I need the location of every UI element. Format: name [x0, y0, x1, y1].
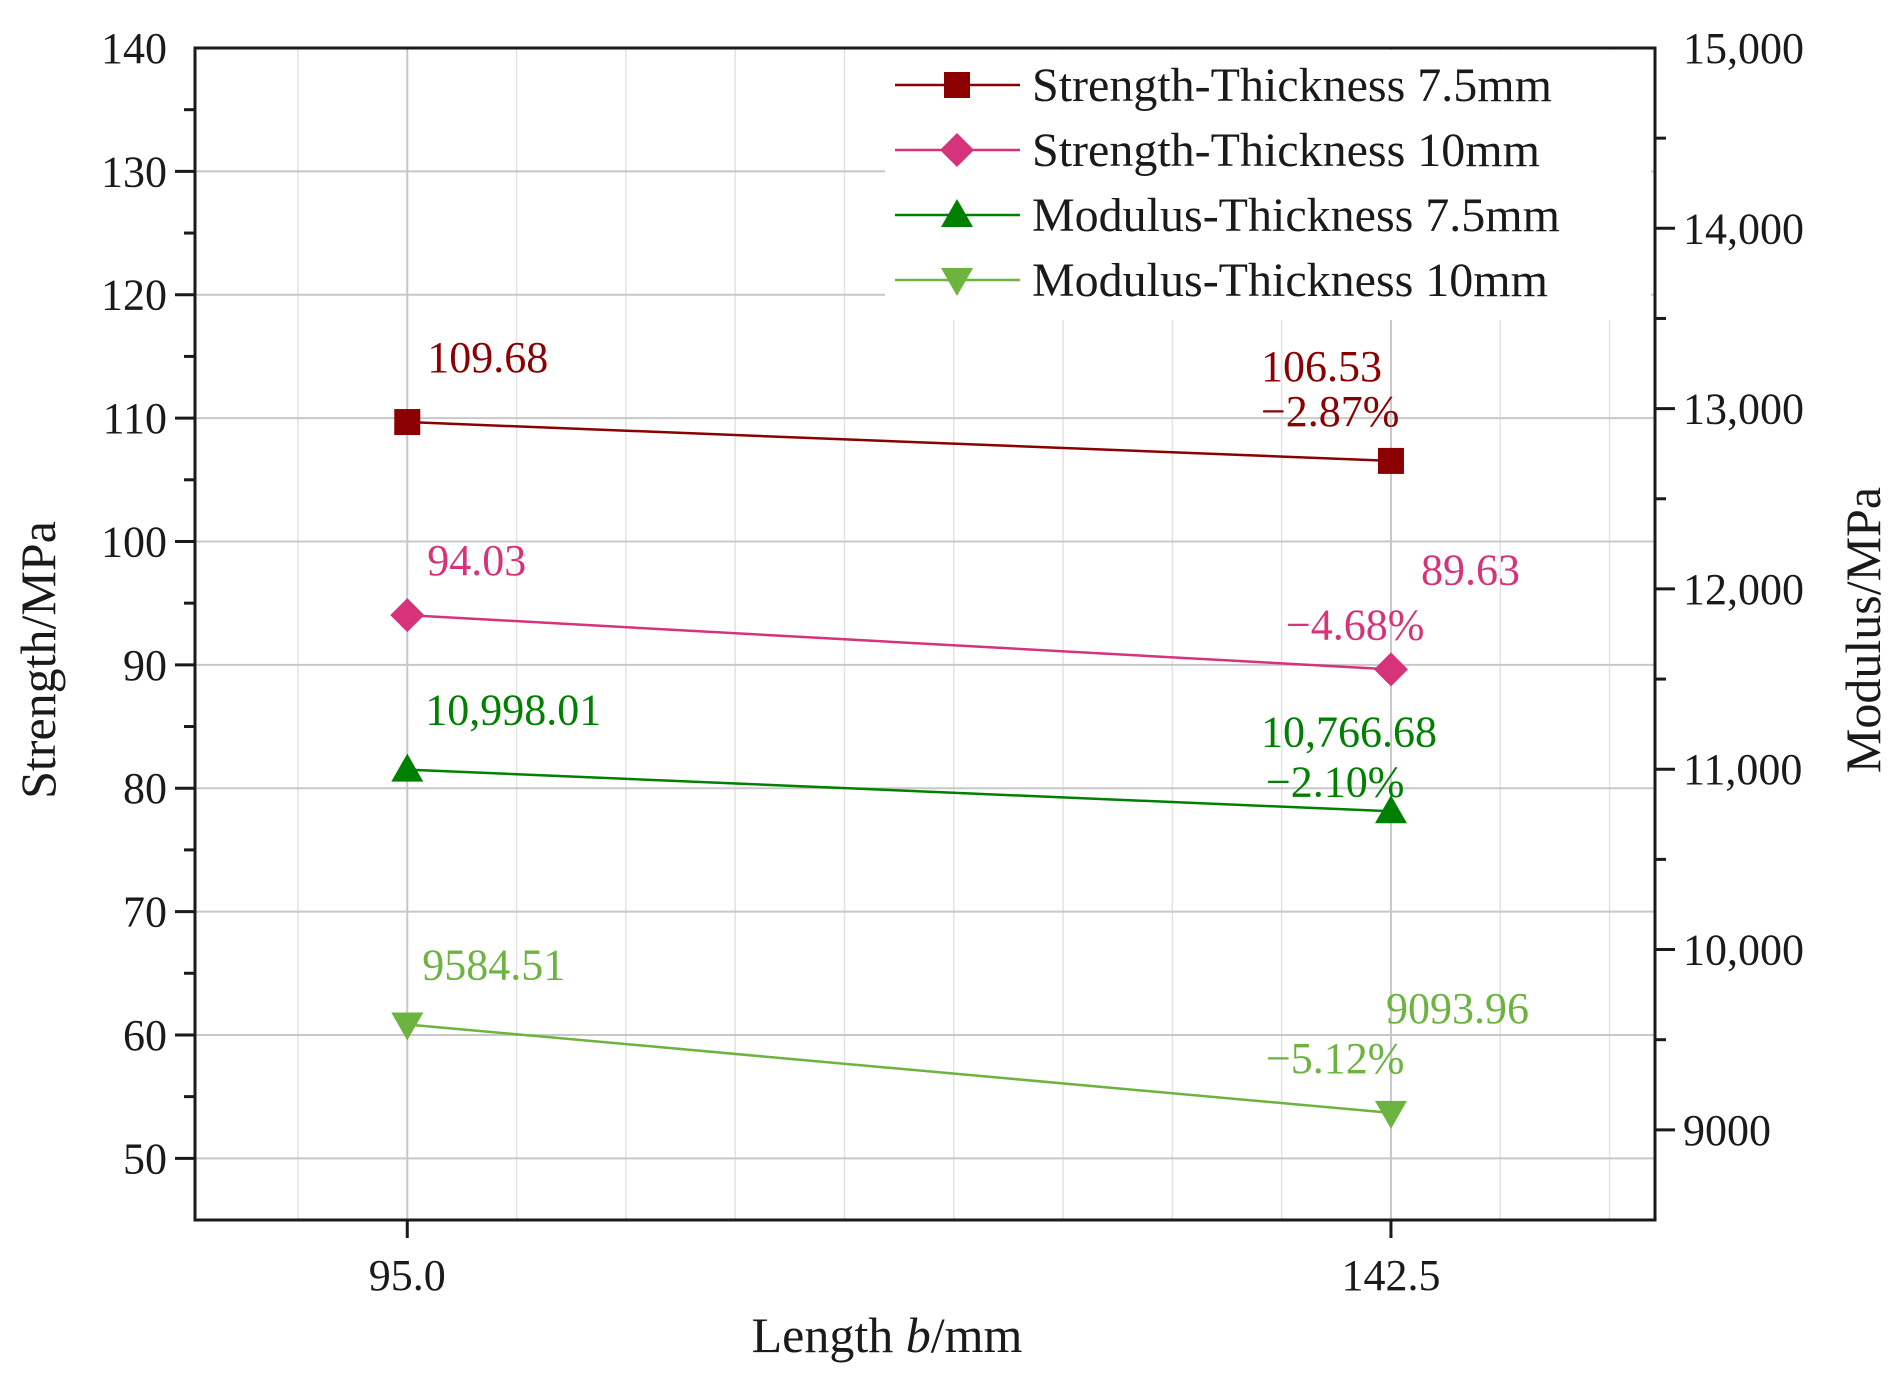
y-left-tick-label: 140: [101, 24, 167, 73]
data-label: 109.68: [427, 333, 548, 382]
y-left-tick-label: 70: [123, 888, 167, 937]
legend-marker: [940, 133, 974, 167]
data-label: 9093.96: [1386, 984, 1529, 1033]
data-point: [390, 598, 425, 633]
y-right-tick-label: 12,000: [1683, 565, 1804, 614]
legend-label: Strength-Thickness 7.5mm: [1032, 59, 1552, 112]
legend-marker: [944, 72, 970, 98]
data-point: [394, 409, 421, 436]
y-left-tick-label: 60: [123, 1011, 167, 1060]
x-tick-label: 142.5: [1341, 1251, 1440, 1300]
change-label: −2.10%: [1266, 757, 1404, 806]
legend-marker: [941, 199, 973, 227]
y-left-tick-label: 110: [103, 394, 167, 443]
data-label: 89.63: [1421, 545, 1520, 594]
legend-box: [885, 50, 1651, 320]
y-right-tick-label: 10,000: [1683, 926, 1804, 975]
data-label: 10,766.68: [1261, 707, 1437, 756]
y-right-tick-label: 13,000: [1683, 385, 1804, 434]
series-line: [407, 1023, 1392, 1115]
y-right-tick-label: 9000: [1683, 1106, 1771, 1155]
y-left-tick-label: 120: [101, 271, 167, 320]
data-label: 94.03: [427, 536, 526, 585]
data-point: [391, 1012, 424, 1041]
series-line: [407, 420, 1392, 463]
change-label: −4.68%: [1286, 600, 1424, 649]
x-tick-label: 95.0: [369, 1251, 446, 1300]
data-point: [1374, 1100, 1407, 1129]
change-label: −2.87%: [1261, 387, 1399, 436]
legend-label: Modulus-Thickness 10mm: [1032, 254, 1548, 307]
change-label: −5.12%: [1266, 1034, 1404, 1083]
axes: 140 130 120 110 100 90 80 70 60 50 15,000 14,000 13,…: [101, 24, 1804, 1300]
y-right-tick-label: 14,000: [1683, 204, 1804, 253]
y-axis-right-title: Modulus/MPa: [1835, 487, 1891, 773]
y-left-tick-label: 80: [123, 764, 167, 813]
data-point: [391, 753, 424, 782]
legend-marker: [941, 268, 973, 296]
x-axis-title: Length b/mm: [752, 1307, 1023, 1363]
data-point: [1373, 652, 1408, 687]
y-axis-left-title: Strength/MPa: [10, 521, 66, 799]
data-point: [1374, 795, 1407, 824]
data-point: [1377, 447, 1404, 474]
y-right-tick-label: 15,000: [1683, 24, 1804, 73]
legend-label: Modulus-Thickness 7.5mm: [1032, 189, 1560, 242]
data-label: 10,998.01: [425, 686, 601, 735]
y-left-tick-label: 130: [101, 147, 167, 196]
y-left-tick-label: 100: [101, 517, 167, 566]
series-group: 109.68 106.53−2.87% 94.03 89.63 −4.68% 10,998…: [390, 333, 1529, 1129]
legend: Strength-Thickness 7.5mm Strength-Thickne…: [885, 50, 1651, 320]
series-line: [407, 768, 1392, 813]
y-right-tick-label: 11,000: [1683, 745, 1802, 794]
data-label: 106.53: [1261, 342, 1382, 391]
data-label: 9584.51: [422, 940, 565, 989]
legend-label: Strength-Thickness 10mm: [1032, 124, 1540, 177]
y-left-tick-label: 50: [123, 1134, 167, 1183]
plot-frame: [193, 46, 1657, 1222]
y-left-tick-label: 90: [123, 641, 167, 690]
series-line: [407, 613, 1392, 671]
